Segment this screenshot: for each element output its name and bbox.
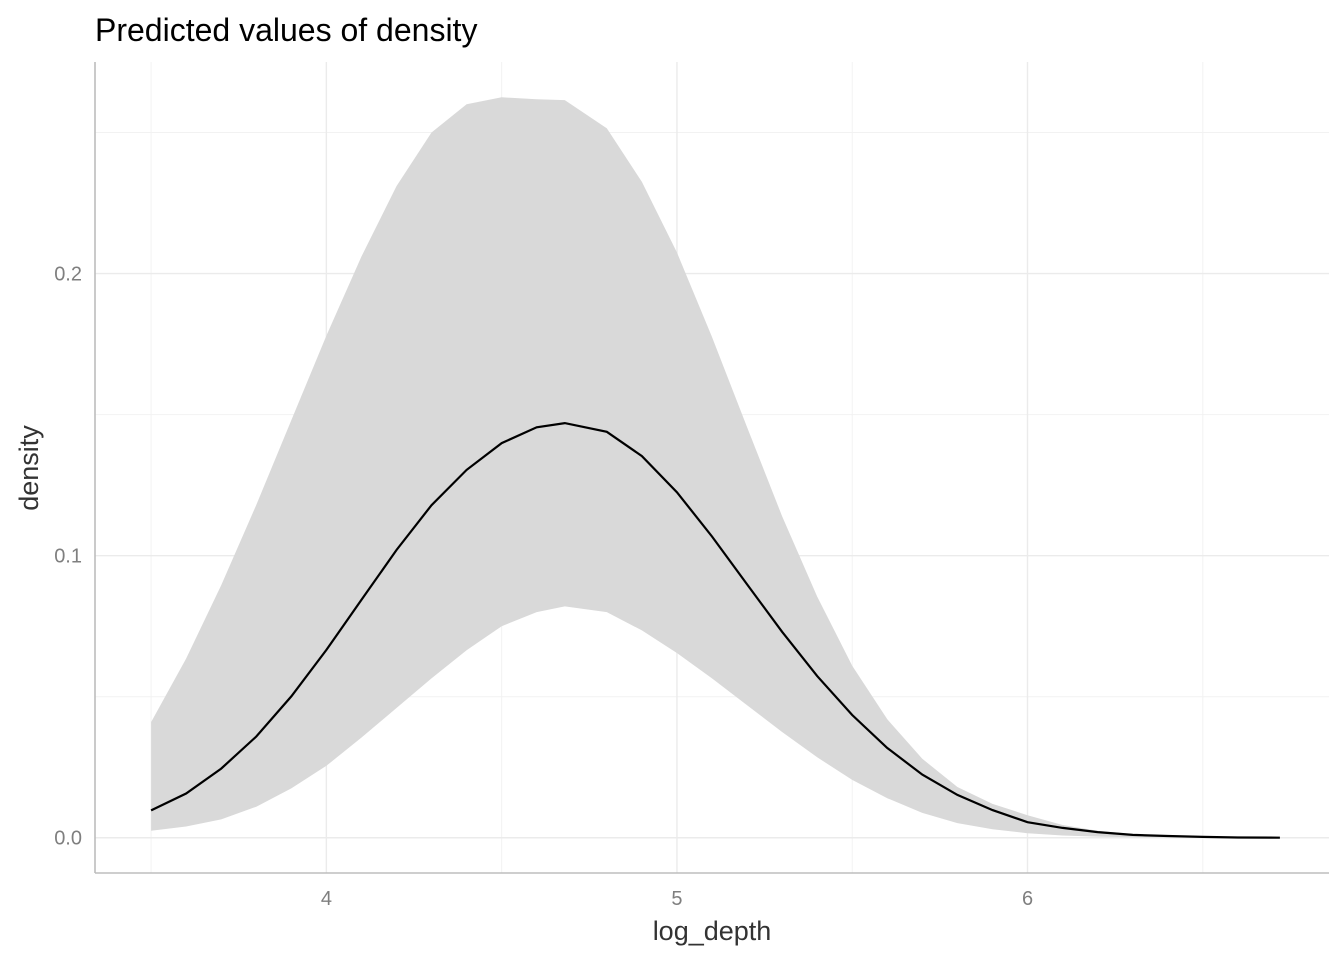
confidence-band [151, 97, 1280, 838]
x-tick-label: 6 [1022, 888, 1033, 910]
y-tick-label: 0.2 [54, 264, 82, 286]
x-tick-labels: 4 5 6 [321, 888, 1033, 910]
y-tick-label: 0.0 [54, 828, 82, 850]
x-tick-label: 4 [321, 888, 332, 910]
x-axis-title: log_depth [653, 916, 772, 946]
y-axis-title: density [14, 425, 44, 511]
prediction-line [150, 421, 1280, 839]
y-tick-labels: 0.0 0.1 0.2 [54, 264, 82, 850]
chart-title: Predicted values of density [95, 12, 477, 48]
x-tick-label: 5 [671, 888, 682, 910]
y-tick-label: 0.1 [54, 546, 82, 568]
